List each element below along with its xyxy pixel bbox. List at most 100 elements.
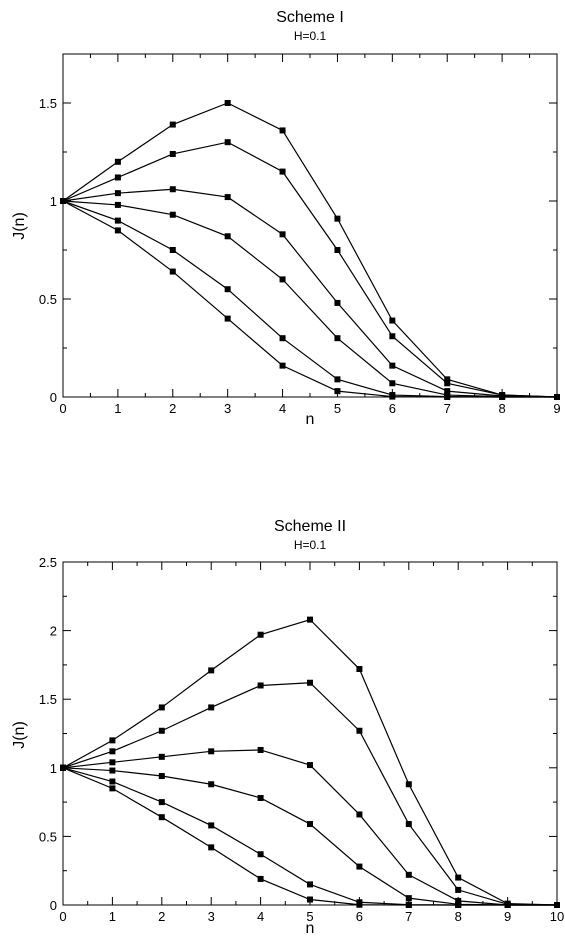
data-point <box>60 198 66 204</box>
chart-scheme-1: Scheme I H=0.1 0 1 2 3 4 5 6 7 8 9 0 0.5 1 1.5 n J(n) <box>11 9 561 428</box>
data-point <box>257 631 264 638</box>
data-point <box>224 315 231 322</box>
plot-frame <box>62 561 558 906</box>
data-point <box>307 616 313 623</box>
data-point <box>334 335 341 342</box>
data-point <box>114 190 121 197</box>
data-point <box>444 394 451 400</box>
data-point <box>224 100 231 106</box>
data-point <box>307 881 313 888</box>
data-point <box>114 227 121 234</box>
data-point <box>307 679 313 686</box>
chart-scheme-2: Scheme II H=0.1 0 1 2 3 4 5 6 7 8 9 10 0 0.5 1 1.5 2 2.5… <box>11 518 564 937</box>
series-markers <box>60 616 560 908</box>
data-point <box>208 704 215 711</box>
data-point <box>334 215 341 222</box>
series-line-2 <box>62 682 558 906</box>
x-tick-label: 9 <box>504 909 511 924</box>
x-tick-label: 7 <box>444 401 451 416</box>
x-tick-label: 8 <box>455 909 462 924</box>
x-tick-label: 2 <box>158 909 165 924</box>
data-point <box>158 814 165 821</box>
data-point <box>389 362 396 369</box>
data-point <box>356 901 363 908</box>
data-point <box>109 767 116 774</box>
data-point <box>169 150 176 157</box>
y-tick-label: 2.5 <box>39 555 57 570</box>
y-axis-label: J(n) <box>11 212 28 240</box>
y-tick-label: 0 <box>50 898 57 913</box>
data-point <box>279 231 286 238</box>
data-point <box>455 886 462 893</box>
series-line-6 <box>62 200 557 398</box>
x-tick-label: 5 <box>334 401 341 416</box>
data-point <box>224 286 231 293</box>
data-point <box>444 380 451 387</box>
axis-ticks: 0 1 2 3 4 5 6 7 8 9 0 0.5 1 1.5 <box>39 54 561 416</box>
data-point <box>158 704 165 711</box>
data-point <box>405 781 412 788</box>
data-point <box>257 746 264 753</box>
data-point <box>109 778 116 785</box>
data-point <box>405 821 412 828</box>
x-axis-label: n <box>306 920 315 937</box>
data-point <box>114 201 121 208</box>
data-point <box>334 247 341 253</box>
data-point <box>356 727 363 734</box>
series-line-3 <box>62 188 558 398</box>
data-point <box>169 121 176 128</box>
data-point <box>169 211 176 218</box>
data-point <box>279 335 286 342</box>
x-tick-label: 4 <box>257 909 264 924</box>
data-point <box>224 139 231 146</box>
x-tick-label: 0 <box>59 401 66 416</box>
chart-title: Scheme I <box>276 9 344 26</box>
data-point <box>158 799 165 806</box>
data-point <box>208 781 215 788</box>
y-tick-label: 1.5 <box>39 692 57 707</box>
data-point <box>114 174 121 181</box>
data-point <box>356 863 363 870</box>
data-point <box>334 376 341 383</box>
data-point <box>389 333 396 340</box>
data-point <box>60 764 66 771</box>
data-point <box>389 317 396 324</box>
data-point <box>455 897 462 904</box>
x-tick-label: 6 <box>389 401 396 416</box>
series-line-5 <box>62 200 557 398</box>
data-point <box>224 233 231 240</box>
series-line-2 <box>62 141 558 398</box>
x-tick-label: 10 <box>550 909 564 924</box>
data-point <box>389 380 396 387</box>
data-point <box>224 194 231 201</box>
y-tick-label: 0.5 <box>39 292 57 307</box>
data-point <box>389 393 396 400</box>
x-tick-label: 1 <box>114 401 121 416</box>
x-tick-label: 7 <box>405 909 412 924</box>
x-tick-label: 4 <box>279 401 286 416</box>
data-point <box>257 682 264 689</box>
data-point <box>279 168 286 175</box>
series-line-1 <box>62 102 558 398</box>
data-point <box>257 875 264 882</box>
x-tick-label: 8 <box>498 401 505 416</box>
data-point <box>334 388 341 395</box>
data-point <box>109 737 116 744</box>
data-point <box>554 394 560 400</box>
data-point <box>444 388 451 395</box>
x-tick-label: 0 <box>59 909 66 924</box>
data-point <box>307 896 313 903</box>
data-point <box>109 748 116 755</box>
data-point <box>257 851 264 858</box>
data-point <box>455 902 462 908</box>
x-tick-label: 3 <box>208 909 215 924</box>
data-point <box>334 299 341 306</box>
x-tick-label: 6 <box>356 909 363 924</box>
chart-subtitle: H=0.1 <box>294 538 327 552</box>
y-tick-label: 1.5 <box>39 96 57 111</box>
axis-ticks: 0 1 2 3 4 5 6 7 8 9 10 0 0.5 1 1.5 2 2.5 <box>39 555 564 924</box>
data-point <box>279 362 286 369</box>
data-point <box>208 822 215 829</box>
x-tick-label: 2 <box>169 401 176 416</box>
